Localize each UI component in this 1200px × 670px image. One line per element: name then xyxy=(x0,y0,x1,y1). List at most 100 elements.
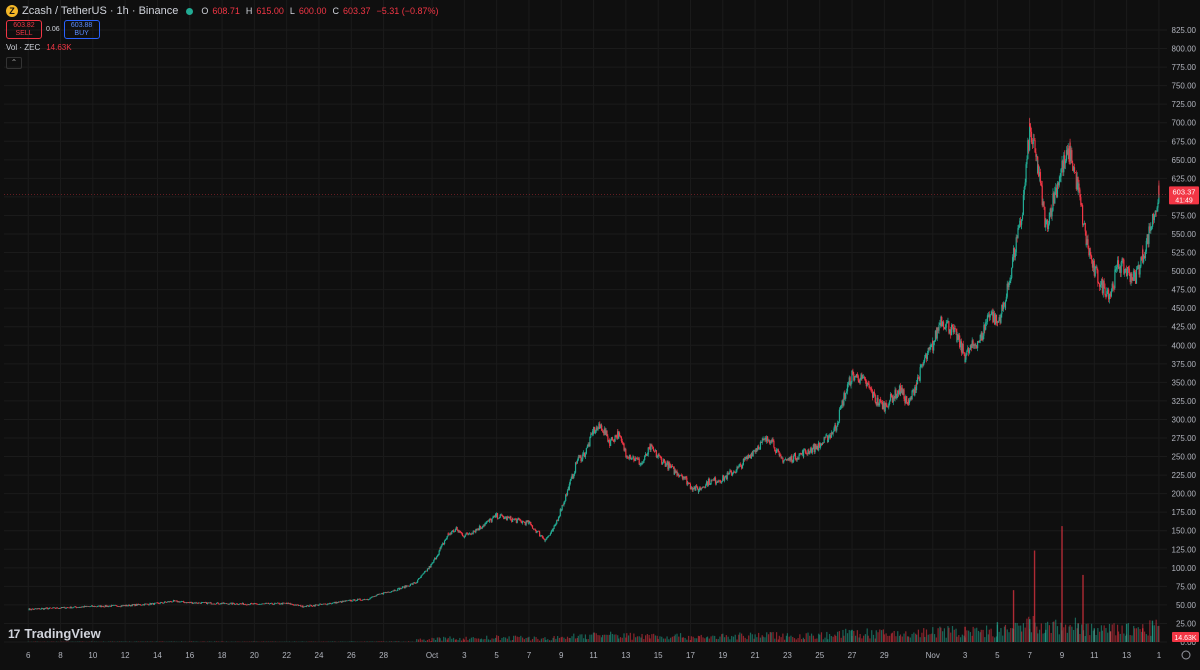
volume-bar xyxy=(1144,632,1145,642)
settings-gear-icon[interactable] xyxy=(1182,651,1190,659)
candle-body xyxy=(417,580,418,583)
volume-bar xyxy=(668,639,669,642)
ohlc-high-value: 615.00 xyxy=(256,6,284,16)
candle-body xyxy=(499,518,500,519)
volume-bar xyxy=(443,637,444,642)
volume-bar xyxy=(1087,624,1088,642)
volume-bar xyxy=(926,629,927,642)
volume-bar xyxy=(1065,625,1066,642)
volume-bar xyxy=(675,635,676,642)
volume-bar xyxy=(565,639,566,642)
candle-body xyxy=(778,450,779,453)
candle-body xyxy=(868,384,869,388)
volume-bar xyxy=(973,627,974,642)
candle-body xyxy=(1040,172,1041,183)
candle-body xyxy=(886,403,887,405)
volume-bar xyxy=(607,635,608,642)
volume-bar xyxy=(559,638,560,642)
volume-bar xyxy=(792,637,793,642)
candle-body xyxy=(1114,270,1115,289)
candle-body xyxy=(140,604,141,605)
candle-body xyxy=(502,516,503,517)
candle-body xyxy=(461,532,462,533)
candle-body xyxy=(639,459,640,465)
volume-bar xyxy=(1037,633,1038,642)
volume-bar xyxy=(921,633,922,642)
candle-body xyxy=(633,456,634,460)
volume-bar xyxy=(1039,630,1040,642)
candle-body xyxy=(1097,270,1098,283)
volume-bar xyxy=(491,638,492,642)
market-open-icon xyxy=(186,8,193,15)
volume-bar xyxy=(484,639,485,642)
candle-body xyxy=(1158,186,1159,195)
candle-body xyxy=(574,473,575,475)
zcash-logo-icon: Z xyxy=(6,5,18,17)
volume-bar xyxy=(865,634,866,642)
volume-bar xyxy=(628,635,629,642)
volume-bar xyxy=(591,635,592,642)
candle-body xyxy=(422,574,423,575)
volume-bar xyxy=(833,637,834,642)
x-axis-tick-label: 11 xyxy=(589,651,598,660)
candle-body xyxy=(946,323,947,328)
collapse-legend-button[interactable]: ⌃ xyxy=(6,57,22,69)
volume-bar xyxy=(498,636,499,642)
candle-body xyxy=(569,484,570,490)
volume-bar xyxy=(1075,618,1076,642)
volume-bar xyxy=(1059,634,1060,642)
sell-button[interactable]: 603.82 SELL xyxy=(6,20,42,39)
volume-bar xyxy=(728,637,729,642)
candle-body xyxy=(1065,161,1066,164)
candle-body xyxy=(1078,184,1079,190)
volume-bar xyxy=(539,641,540,642)
volume-bar xyxy=(1148,636,1149,642)
candle-body xyxy=(652,446,653,449)
candle-body xyxy=(1033,140,1034,144)
volume-legend-label: Vol · ZEC xyxy=(6,43,40,52)
volume-bar xyxy=(618,638,619,642)
volume-legend[interactable]: Vol · ZEC 14.63K xyxy=(6,43,72,52)
volume-bar xyxy=(263,641,264,642)
volume-spike-bar xyxy=(1077,624,1078,642)
volume-bar xyxy=(522,638,523,642)
y-axis-tick-label: 575.00 xyxy=(1172,211,1197,220)
volume-bar xyxy=(1055,620,1056,642)
candle-body xyxy=(792,462,793,463)
candle-body xyxy=(395,590,396,591)
candle-body xyxy=(1111,291,1112,296)
candle-body xyxy=(1024,187,1025,195)
ohlc-close-value: 603.37 xyxy=(343,6,371,16)
volume-bar xyxy=(1071,627,1072,642)
candle-body xyxy=(833,428,834,431)
candle-body xyxy=(1098,283,1099,284)
volume-bar xyxy=(395,641,396,642)
volume-bar xyxy=(981,630,982,642)
candle-body xyxy=(734,472,735,473)
volume-bar xyxy=(1104,625,1105,642)
candle-body xyxy=(759,449,760,450)
candle-body xyxy=(508,517,509,518)
candle-body xyxy=(987,315,988,321)
buy-button[interactable]: 603.88 BUY xyxy=(64,20,100,39)
sell-price: 603.82 xyxy=(7,22,41,30)
volume-bar xyxy=(398,641,399,642)
x-axis-tick-label: 7 xyxy=(527,651,532,660)
candle-body xyxy=(1116,267,1117,269)
candle-body xyxy=(501,515,502,516)
candle-body xyxy=(920,367,921,381)
candle-body xyxy=(952,325,953,327)
tradingview-logo[interactable]: 17 TradingView xyxy=(8,626,101,641)
volume-bar xyxy=(456,639,457,642)
symbol-title[interactable]: Zcash / TetherUS · 1h · Binance xyxy=(22,5,178,17)
volume-bar xyxy=(422,640,423,642)
candle-body xyxy=(660,457,661,458)
candle-body xyxy=(1145,252,1146,259)
volume-bar xyxy=(661,637,662,642)
volume-bar xyxy=(457,640,458,642)
candle-body xyxy=(238,604,239,605)
volume-bar xyxy=(445,638,446,642)
candle-body xyxy=(740,464,741,465)
